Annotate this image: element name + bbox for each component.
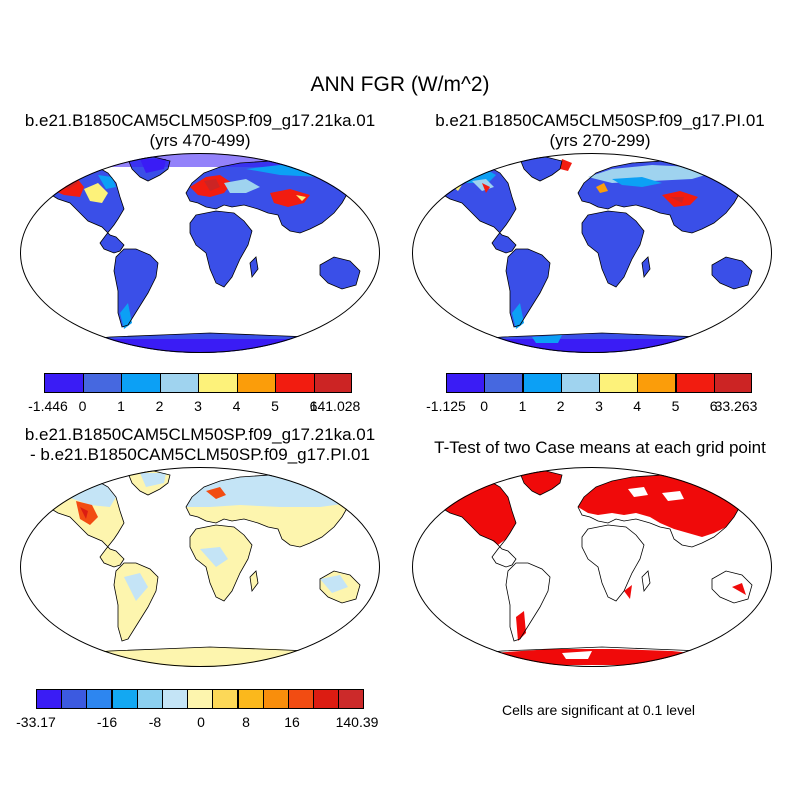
colorbar-2-label: 5 bbox=[671, 398, 680, 414]
colorbar-1-label: 1 bbox=[117, 398, 125, 414]
colorbar-2-swatch bbox=[560, 373, 600, 393]
colorbar-1-swatch bbox=[82, 373, 122, 393]
colorbar-2-label: 2 bbox=[556, 398, 565, 414]
panel-3-minus-case-name: - b.e21.B1850CAM5CLM50SP.f09_g17.PI.01 bbox=[30, 445, 370, 464]
colorbar-2-swatch bbox=[713, 373, 752, 393]
colorbar-2-label: 33.263 bbox=[714, 398, 758, 414]
colorbar-2-label: 3 bbox=[595, 398, 603, 414]
colorbar-3-label: 0 bbox=[197, 714, 205, 730]
panel-2-years: (yrs 270-299) bbox=[549, 131, 651, 150]
colorbar-1-swatch bbox=[313, 373, 352, 393]
colorbar-2-label: 4 bbox=[633, 398, 642, 414]
panel-1-title: b.e21.B1850CAM5CLM50SP.f09_g17.21ka.01 (… bbox=[0, 111, 400, 151]
colorbar-2-label: 1 bbox=[518, 398, 527, 414]
colorbar-2-label: -1.125 bbox=[426, 398, 466, 414]
colorbar-3-swatch bbox=[187, 689, 214, 709]
colorbar-1-swatch bbox=[198, 373, 238, 393]
colorbar-panel-2: -1.125 0 1 2 3 4 5 6 33.263 bbox=[426, 373, 757, 421]
colorbar-panel-3: -33.17 -16 -8 0 8 16 140.39 bbox=[16, 689, 378, 737]
colorbar-3-swatch bbox=[262, 689, 289, 709]
colorbar-1-label: 141.028 bbox=[309, 398, 361, 414]
colorbar-1-label: 0 bbox=[78, 398, 87, 414]
panel-1-case-name: b.e21.B1850CAM5CLM50SP.f09_g17.21ka.01 bbox=[24, 111, 376, 130]
colorbar-1-swatch bbox=[275, 373, 315, 393]
colorbar-3-swatch bbox=[36, 689, 62, 709]
colorbar-1-label: 6 bbox=[309, 398, 318, 414]
panel-3-case-name: b.e21.B1850CAM5CLM50SP.f09_g17.21ka.01 bbox=[24, 425, 376, 444]
colorbar-2-swatch bbox=[484, 373, 524, 393]
colorbar-2-swatch bbox=[446, 373, 485, 393]
colorbar-3-label: -33.17 bbox=[16, 714, 56, 730]
colorbar-2-label: 6 bbox=[709, 398, 718, 414]
colorbar-3-swatch bbox=[338, 689, 364, 709]
colorbar-3-swatch bbox=[237, 689, 264, 709]
colorbar-1-swatch bbox=[44, 373, 84, 393]
panel-3-title: b.e21.B1850CAM5CLM50SP.f09_g17.21ka.01 -… bbox=[0, 425, 400, 465]
colorbar-3-swatch bbox=[288, 689, 314, 709]
colorbar-3-swatch bbox=[86, 689, 113, 709]
colorbar-2-swatch bbox=[522, 373, 562, 393]
colorbar-1-swatch bbox=[236, 373, 276, 393]
colorbar-2-swatch bbox=[675, 373, 715, 393]
colorbar-1-label: 5 bbox=[271, 398, 279, 414]
panel-1-years: (yrs 470-499) bbox=[149, 131, 251, 150]
colorbar-1-label: 4 bbox=[232, 398, 241, 414]
colorbar-3-swatch bbox=[212, 689, 239, 709]
colorbar-1-label: 3 bbox=[194, 398, 202, 414]
colorbar-3-label: 16 bbox=[284, 714, 300, 730]
colorbar-2-swatch bbox=[599, 373, 638, 393]
colorbar-3-label: -16 bbox=[96, 714, 118, 730]
panel-2-title: b.e21.B1850CAM5CLM50SP.f09_g17.PI.01 (yr… bbox=[400, 111, 800, 151]
colorbar-1-label: -1.446 bbox=[28, 398, 68, 414]
map-panel-2 bbox=[412, 153, 772, 353]
panel-2-case-name: b.e21.B1850CAM5CLM50SP.f09_g17.PI.01 bbox=[435, 111, 765, 130]
colorbar-3-swatch bbox=[162, 689, 188, 709]
figure-title: ANN FGR (W/m^2) bbox=[310, 73, 490, 96]
colorbar-3-swatch bbox=[111, 689, 138, 709]
colorbar-1-swatch bbox=[159, 373, 199, 393]
colorbar-panel-1: -1.446 0 1 2 3 4 5 6 141.028 bbox=[28, 373, 360, 421]
colorbar-2-swatch bbox=[637, 373, 677, 393]
map-panel-1 bbox=[20, 153, 380, 353]
colorbar-1-swatch bbox=[121, 373, 161, 393]
colorbar-3-swatch bbox=[61, 689, 88, 709]
colorbar-3-label: 8 bbox=[242, 714, 250, 730]
colorbar-3-label: 140.39 bbox=[335, 714, 379, 730]
colorbar-1-label: 2 bbox=[155, 398, 164, 414]
significance-note: Cells are significant at 0.1 level bbox=[502, 702, 695, 718]
colorbar-3-swatch bbox=[136, 689, 163, 709]
colorbar-3-swatch bbox=[313, 689, 340, 709]
panel-4-title: T-Test of two Case means at each grid po… bbox=[434, 438, 766, 457]
map-panel-3 bbox=[20, 467, 380, 667]
map-panel-4 bbox=[412, 467, 772, 667]
colorbar-3-label: -8 bbox=[148, 714, 162, 730]
colorbar-2-label: 0 bbox=[480, 398, 489, 414]
